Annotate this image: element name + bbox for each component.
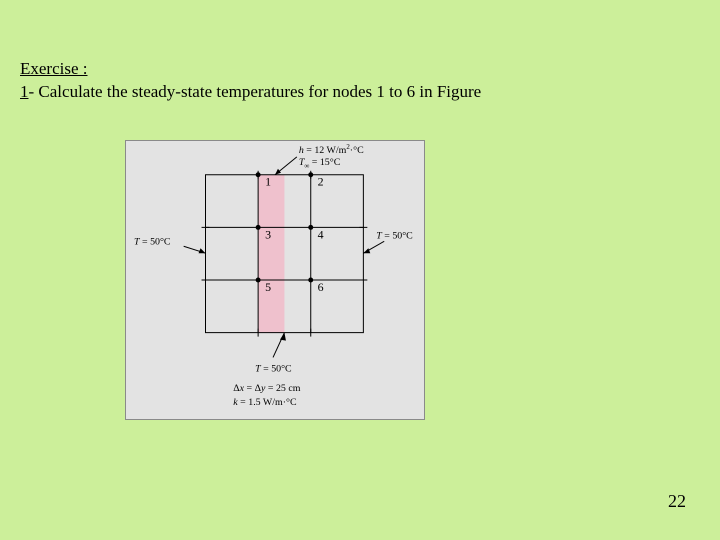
t-left-label: T = 50°C — [134, 236, 171, 247]
node-2-label: 2 — [318, 175, 324, 189]
node-6-dot — [308, 278, 313, 283]
node-4-dot — [308, 225, 313, 230]
node-6-label: 6 — [318, 280, 324, 294]
t-right-label: T = 50°C — [376, 230, 413, 241]
node-3-label: 3 — [265, 227, 271, 241]
node-5-dot — [256, 278, 261, 283]
k-label: k = 1.5 W/m·°C — [233, 397, 297, 408]
exercise-text: Exercise : 1- Calculate the steady-state… — [20, 58, 481, 104]
tinf-label: T∞ = 15°C — [299, 157, 341, 170]
page-number: 22 — [668, 491, 686, 512]
t-bottom-label: T = 50°C — [255, 363, 292, 374]
node-1-label: 1 — [265, 175, 271, 189]
node-5-label: 5 — [265, 280, 271, 294]
dx-label: Δx = Δy = 25 cm — [233, 383, 300, 394]
node-1-dot — [256, 172, 261, 177]
exercise-title: Exercise : — [20, 59, 88, 78]
exercise-item-number: 1 — [20, 82, 29, 101]
h-label: h = 12 W/m2·°C — [299, 143, 364, 156]
exercise-item-text: - Calculate the steady-state temperature… — [29, 82, 482, 101]
shaded-region — [258, 175, 284, 333]
node-3-dot — [256, 225, 261, 230]
node-4-label: 4 — [318, 227, 324, 241]
node-2-dot — [308, 172, 313, 177]
figure-panel: 1 2 3 4 5 6 h = 12 W/m2·°C T∞ = 15°C T =… — [125, 140, 425, 420]
figure-svg: 1 2 3 4 5 6 h = 12 W/m2·°C T∞ = 15°C T =… — [126, 141, 424, 419]
